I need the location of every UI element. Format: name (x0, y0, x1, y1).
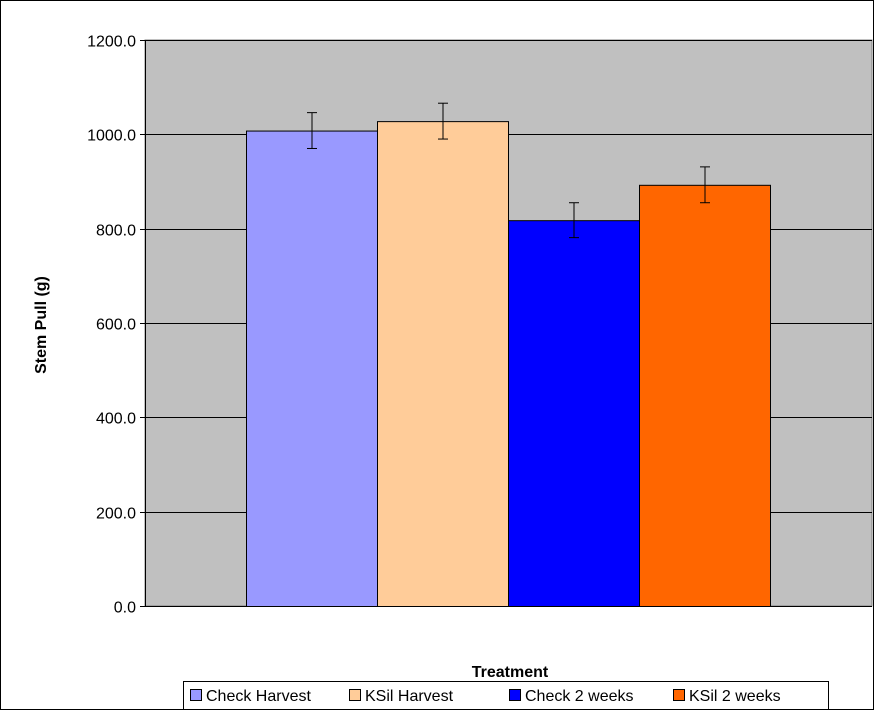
legend-label-1: Check Harvest (206, 688, 311, 705)
x-axis-title: Treatment (472, 664, 549, 681)
bar-4 (639, 184, 771, 607)
y-tick-label: 200.0 (96, 506, 136, 523)
legend-label-3: Check 2 weeks (525, 688, 634, 705)
error-bars (307, 102, 710, 239)
legend-label-4: KSil 2 weeks (689, 688, 781, 705)
y-tick-label: 0.0 (114, 600, 136, 617)
legend-swatch-3 (509, 689, 521, 701)
y-tick-label: 1000.0 (87, 128, 136, 145)
bars (246, 121, 771, 607)
y-tick-label: 400.0 (96, 411, 136, 428)
y-axis-title: Stem Pull (g) (33, 276, 50, 374)
legend-label-2: KSil Harvest (365, 688, 454, 705)
legend-swatch-4 (673, 689, 685, 701)
legend-swatch-1 (190, 689, 202, 701)
y-tick-label: 800.0 (96, 223, 136, 240)
legend-swatch-2 (349, 689, 361, 701)
bar-2 (377, 121, 509, 607)
y-tick-label: 600.0 (96, 317, 136, 334)
legend-box (183, 681, 829, 710)
bar-1 (246, 130, 378, 607)
bar-3 (508, 220, 640, 607)
y-axis-ticks: 0.0 200.0 400.0 600.0 800.0 1000.0 1200.0 (87, 34, 145, 617)
y-tick-label: 1200.0 (87, 34, 136, 51)
legend: Check Harvest KSil Harvest Check 2 weeks KS… (190, 688, 781, 705)
